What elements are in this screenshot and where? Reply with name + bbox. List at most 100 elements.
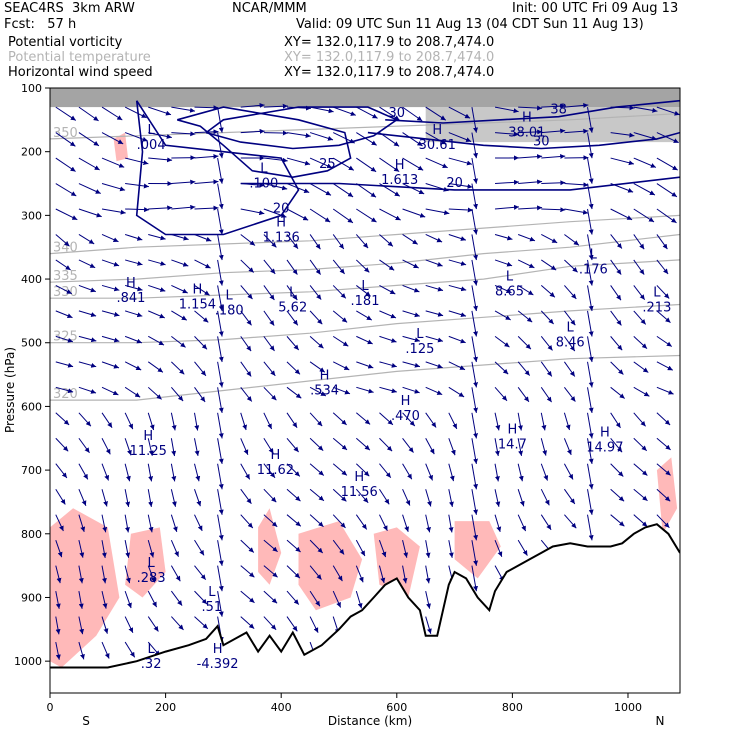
south-label: S (82, 714, 90, 728)
wind-vector-274 (147, 361, 164, 373)
wind-vector-117 (263, 208, 287, 218)
wind-vector-302 (170, 386, 184, 402)
wind-vector-216 (55, 310, 73, 319)
pv-extremum-value-9: 5.62 (278, 301, 307, 316)
wind-vector-56 (101, 157, 125, 168)
wind-vector-65 (309, 157, 333, 169)
wind-vector-202 (356, 285, 371, 297)
wind-vector-529 (425, 616, 432, 634)
wind-vector-492 (309, 565, 322, 580)
wind-vector-66 (332, 157, 355, 171)
wind-vector-287 (448, 361, 466, 371)
pv-extremum-letter-21: H (507, 422, 517, 437)
y-tick-label-500: 500 (21, 337, 42, 350)
wind-vector-6 (194, 105, 219, 111)
wind-vector-14 (379, 106, 400, 121)
wind-vector-462 (124, 540, 131, 558)
wind-vector-378 (55, 463, 68, 479)
y-tick-label-700: 700 (21, 464, 42, 477)
wind-vector-461 (101, 540, 107, 558)
wind-vector-459 (55, 539, 63, 558)
wind-vector-306 (263, 386, 277, 401)
wind-vector-488 (217, 565, 224, 592)
wind-vector-80 (656, 157, 678, 171)
wind-vector-532 (101, 641, 110, 659)
wind-vector-315 (471, 387, 479, 413)
wind-vector-156 (541, 234, 558, 244)
wind-vector-423 (471, 489, 479, 515)
wind-vector-280 (286, 361, 301, 375)
wind-vector-164 (101, 259, 120, 267)
wind-contour-4 (385, 99, 680, 124)
wind-vector-284 (379, 361, 397, 368)
wind-vector-327 (124, 412, 134, 430)
wind-vector-136 (78, 234, 95, 245)
theta-label-330: 330 (53, 285, 78, 300)
wind-vector-361 (286, 437, 299, 453)
pv-region-2 (258, 508, 282, 585)
wind-vector-138 (124, 233, 143, 241)
wind-vector-416 (309, 488, 325, 502)
pv-region-4 (373, 527, 420, 598)
wind-vector-442 (286, 514, 302, 527)
wind-vector-217 (78, 310, 97, 317)
wind-vector-18 (471, 107, 479, 133)
wind-vector-237 (540, 310, 554, 325)
wind-vector-165 (125, 259, 143, 266)
wind-vector-303 (194, 387, 206, 403)
wind-vector-233 (448, 310, 467, 318)
wind-vector-470 (309, 539, 324, 554)
y-axis-title: Pressure (hPa) (3, 347, 17, 433)
wind-vector-20 (518, 105, 543, 111)
wind-vector-53 (656, 132, 679, 144)
wind-vector-294 (610, 361, 624, 375)
wind-vector-172 (286, 259, 298, 275)
wind-vector-199 (286, 285, 298, 301)
pv-extremum-value-21: 14.7 (498, 437, 527, 452)
fcst-label: Fcst: 57 h (4, 17, 77, 32)
wind-vector-60 (194, 154, 219, 159)
wind-vector-7 (217, 107, 224, 133)
wind-vector-412 (217, 489, 224, 515)
wind-vector-155 (517, 234, 536, 242)
pv-extremum-value-13: .213 (642, 301, 671, 316)
wind-vector-288 (471, 361, 479, 388)
wind-vector-379 (78, 463, 89, 480)
wind-vector-422 (448, 489, 454, 507)
wind-vector-341 (448, 412, 458, 430)
pv-region-0 (50, 508, 120, 668)
wind-vector-251 (240, 336, 252, 352)
wind-vector-316 (494, 386, 508, 402)
wind-vector-64 (286, 157, 311, 166)
wind-vector-106 (633, 183, 656, 196)
wind-vector-368 (448, 438, 456, 456)
wind-vector-483 (101, 565, 107, 584)
wind-vector-369 (471, 438, 479, 464)
terrain-fill (50, 524, 680, 693)
wind-vector-149 (379, 234, 394, 247)
pv-highs-lows: L.004L.100H1.613H30.61H38.01H1.136H.841H… (116, 110, 671, 672)
wind-vector-239 (587, 310, 594, 337)
wind-vector-515 (425, 590, 431, 609)
wind-contour-1 (176, 106, 352, 179)
wind-vector-366 (402, 437, 414, 453)
wind-vector-525 (263, 616, 277, 631)
pv-extremum-letter-13: L (653, 286, 661, 301)
wind-vector-195 (194, 285, 210, 296)
field-xy-wind: XY= 132.0,117.9 to 208.7,474.0 (284, 65, 495, 80)
pv-extremum-value-6: .841 (116, 291, 145, 306)
y-tick-label-300: 300 (21, 209, 42, 222)
pv-extremum-letter-6: H (126, 276, 136, 291)
wind-vector-338 (379, 412, 394, 426)
pv-extremum-value-22: 14.97 (586, 441, 623, 456)
wind-vector-468 (263, 539, 278, 553)
init-label: Init: 00 UTC Fri 09 Aug 13 (512, 1, 679, 16)
wind-vector-144 (263, 234, 277, 248)
wind-vector-168 (194, 259, 211, 269)
wind-vector-360 (263, 437, 274, 454)
wind-vector-141 (194, 234, 212, 242)
wind-vector-107 (656, 183, 678, 198)
wind-vector-99 (471, 183, 479, 210)
wind-vector-493 (332, 565, 343, 582)
wind-vector-241 (633, 310, 647, 325)
